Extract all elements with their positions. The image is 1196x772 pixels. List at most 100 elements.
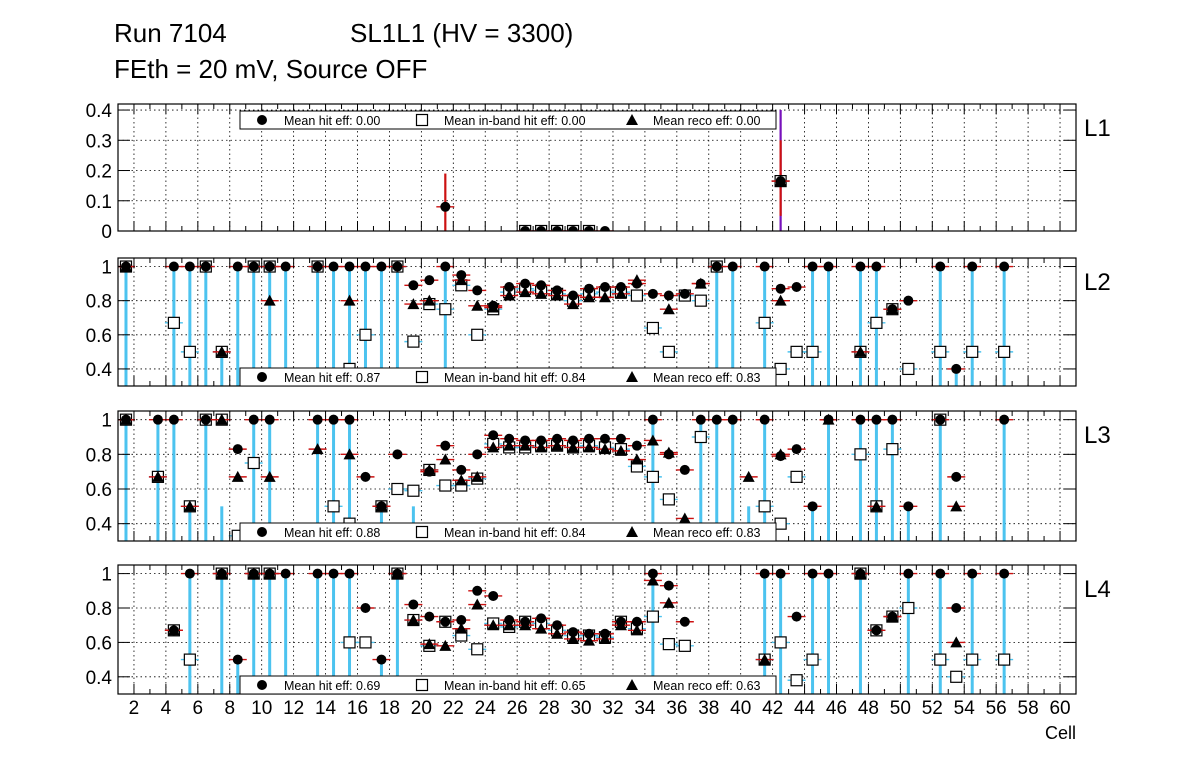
hit-point xyxy=(663,580,674,591)
chamber-title: SL1L1 (HV = 3300) xyxy=(350,18,573,48)
reco-point xyxy=(215,345,228,357)
reco-point xyxy=(646,574,659,586)
y-tick-label: 0.6 xyxy=(86,633,112,654)
legend-reco-label: Mean reco eff: 0.63 xyxy=(653,679,761,693)
hit-point xyxy=(999,261,1010,272)
hit-point xyxy=(887,304,898,315)
reco-point xyxy=(535,441,548,453)
hit-point xyxy=(248,414,259,425)
x-tick-label: 14 xyxy=(315,698,337,719)
hit-point xyxy=(312,414,323,425)
reco-point xyxy=(774,294,787,306)
inband-point xyxy=(662,493,675,506)
inband-point xyxy=(183,345,196,358)
reco-point xyxy=(407,614,420,626)
hit-point xyxy=(887,611,898,622)
hit-point xyxy=(935,414,946,425)
legend-inband-label: Mean in-band hit eff: 0.00 xyxy=(444,114,586,128)
hit-point xyxy=(871,414,882,425)
inband-point xyxy=(471,328,484,341)
reco-point xyxy=(614,287,627,299)
legend-box xyxy=(239,110,777,130)
inband-point xyxy=(662,638,675,651)
hit-point xyxy=(871,261,882,272)
reco-point xyxy=(870,500,883,512)
hit-point xyxy=(552,433,563,444)
x-axis-label: Cell xyxy=(1045,723,1076,743)
hit-point xyxy=(360,603,371,613)
legend-inband-label: Mean in-band hit eff: 0.84 xyxy=(444,526,586,540)
hit-point xyxy=(488,430,499,441)
hit-point xyxy=(536,613,547,624)
hit-point xyxy=(599,282,610,293)
inband-point xyxy=(758,500,771,513)
legend-reco-marker xyxy=(626,371,638,382)
x-tick-label: 18 xyxy=(379,698,400,719)
hit-point xyxy=(376,654,387,665)
hit-point xyxy=(599,628,610,639)
x-tick-label: 44 xyxy=(794,698,816,719)
reco-point xyxy=(583,441,596,453)
hit-point xyxy=(999,568,1010,579)
inband-point xyxy=(934,345,947,358)
reco-point xyxy=(662,596,675,608)
hit-point xyxy=(488,300,499,311)
hit-point xyxy=(727,414,738,425)
hit-point xyxy=(711,414,722,425)
y-tick-label: 1 xyxy=(101,565,112,586)
hit-point xyxy=(232,654,243,665)
hit-point xyxy=(504,433,515,444)
hit-point xyxy=(599,226,610,231)
panel-L1: 0 0.1 0.2 0.3 0.4 L1 Mean hit eff: 0.00 Mean in… xyxy=(86,101,1111,243)
legend-reco-label: Mean reco eff: 0.83 xyxy=(653,371,761,385)
reco-point xyxy=(343,448,356,460)
hit-point xyxy=(615,282,626,293)
hit-point xyxy=(280,261,291,272)
reco-point xyxy=(950,500,963,512)
reco-point xyxy=(742,470,755,482)
hit-point xyxy=(552,620,563,631)
reco-point xyxy=(950,636,963,648)
reco-point xyxy=(151,470,164,482)
y-tick-label: 0.4 xyxy=(86,668,113,689)
hit-point xyxy=(647,288,658,299)
threshold-title: FEth = 20 mV, Source OFF xyxy=(114,54,427,84)
hit-point xyxy=(472,449,483,460)
reco-point xyxy=(311,443,324,455)
inband-point xyxy=(646,321,659,335)
reco-point xyxy=(662,303,675,315)
hit-point xyxy=(504,282,515,293)
grid-lines xyxy=(118,565,1076,694)
legend-inband-marker xyxy=(415,113,429,127)
hit-point xyxy=(584,433,595,444)
panel-L4: 0.4 0.6 0.8 1 L4 Mean hit eff: 0.69 Mean in-ba… xyxy=(86,564,1111,695)
hit-point xyxy=(328,414,339,425)
legend-reco-label: Mean reco eff: 0.00 xyxy=(653,114,761,128)
reco-point xyxy=(630,624,643,636)
hit-point xyxy=(855,568,866,579)
inband-point xyxy=(407,484,420,497)
reco-point xyxy=(503,289,516,301)
hit-point xyxy=(520,616,531,627)
hit-point xyxy=(855,261,866,272)
reco-point xyxy=(183,500,196,512)
hit-point xyxy=(168,625,179,636)
hit-point xyxy=(232,444,243,455)
legend-hit-marker xyxy=(257,372,267,382)
hit-point xyxy=(424,275,435,286)
x-tick-label: 20 xyxy=(411,698,432,719)
inband-point xyxy=(966,653,979,666)
hit-point xyxy=(584,283,595,294)
reco-point xyxy=(343,294,356,306)
hit-point xyxy=(248,568,259,579)
inband-point xyxy=(758,316,771,329)
reco-point xyxy=(503,439,516,451)
reco-point xyxy=(455,622,468,634)
reco-point xyxy=(423,294,436,306)
hit-point xyxy=(615,433,626,444)
legend-box xyxy=(239,367,777,387)
reco-point xyxy=(215,413,228,425)
hit-point xyxy=(200,414,211,425)
reco-point xyxy=(854,345,867,357)
hit-point xyxy=(727,261,738,272)
